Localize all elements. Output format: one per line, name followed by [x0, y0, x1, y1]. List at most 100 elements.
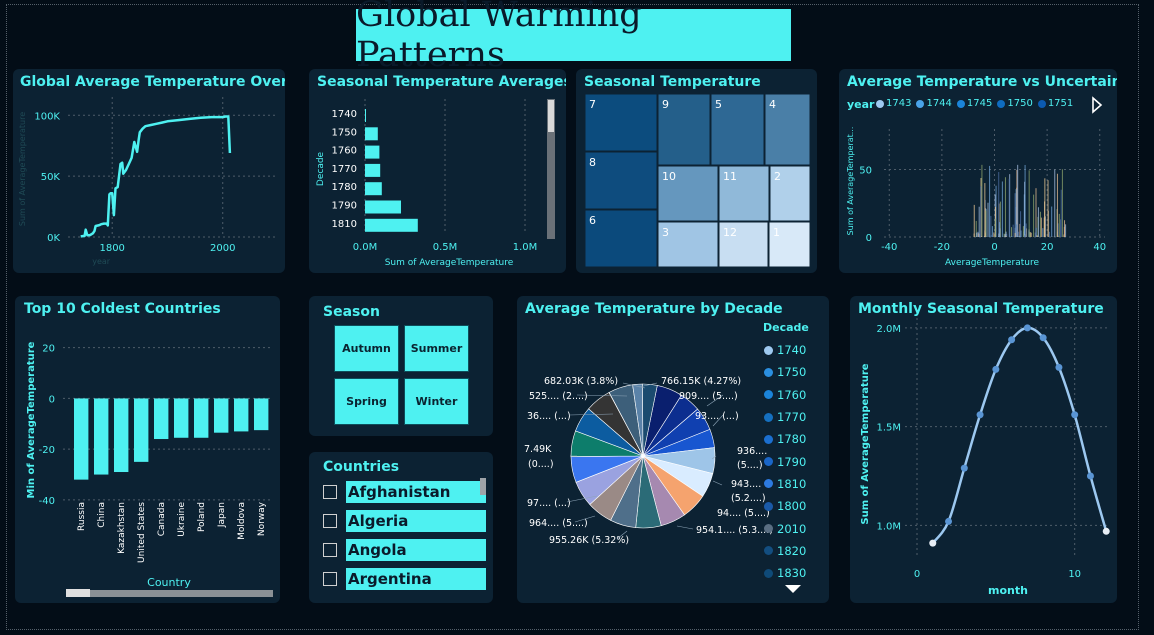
country-item-algeria[interactable]: Algeria	[323, 509, 486, 533]
legend-dot-icon	[764, 546, 773, 556]
legend-dot-icon	[764, 367, 773, 377]
scatter-legend-label: 1745	[966, 98, 993, 109]
legend-dot-icon	[764, 479, 773, 489]
pie-data-label: 97.... (...)	[527, 498, 571, 509]
panel-scatter[interactable]: Average Temperature vs Uncertainty year …	[839, 69, 1117, 273]
scatter-legend-label: 1743	[886, 98, 912, 109]
x-tick-label: China	[97, 502, 107, 528]
scatter-legend-item[interactable]: 1744	[916, 98, 952, 109]
country-checkbox[interactable]	[323, 485, 337, 499]
pie-legend-label: 1820	[777, 543, 807, 558]
pie-legend-item[interactable]: 1780	[764, 428, 806, 450]
data-point	[1039, 334, 1047, 342]
pie-legend-label: 1830	[777, 566, 807, 581]
bar	[94, 398, 109, 475]
country-label: Algeria	[346, 510, 486, 532]
scatter-legend-item[interactable]: 1745	[956, 98, 993, 109]
scatter-legend-label: 1744	[926, 98, 952, 109]
scatter-legend-item[interactable]: 1750	[997, 98, 1033, 109]
country-item-angola[interactable]: Angola	[323, 538, 486, 562]
legend-dot-icon	[764, 457, 773, 467]
scrollbar-thumb[interactable]	[548, 100, 554, 132]
countries-scrollbar-thumb[interactable]	[480, 478, 486, 495]
x-tick-label: 1.0M	[513, 242, 538, 253]
treemap-cell	[657, 165, 719, 222]
season-button-autumn[interactable]: Autumn	[334, 325, 399, 372]
y-tick-label: 1750	[332, 127, 357, 138]
season-button-winter[interactable]: Winter	[404, 378, 469, 425]
x-tick-label: -40	[881, 242, 897, 253]
scatter-legend-item[interactable]: 1751	[1037, 98, 1073, 109]
pie-legend-item[interactable]: 1740	[764, 339, 806, 361]
pie-legend-item[interactable]: 1760	[764, 384, 806, 406]
data-point	[976, 411, 984, 419]
pie-legend-item[interactable]: 1820	[764, 540, 806, 562]
bar	[365, 182, 382, 196]
panel-seasonal-avg[interactable]: Seasonal Temperature Averages 0.0M 0.5M 1.…	[309, 69, 566, 273]
pie-leader-line	[566, 495, 598, 503]
x-tick-label: Kazakhstan	[117, 502, 127, 554]
pie-data-label: 94.... (5....)	[717, 508, 770, 519]
x-tick-label: -20	[934, 242, 950, 253]
pie-leader-line	[622, 382, 646, 389]
legend-dot-icon	[764, 434, 773, 444]
seasonal-avg-chart: 0.0M 0.5M 1.0M 1740 1750 1760 1770 1780 1790 1810…	[316, 99, 538, 268]
pie-legend-label: 1790	[777, 454, 807, 469]
panel-title-monthly: Monthly Seasonal Temperature	[858, 301, 1104, 317]
treemap-cell-label: 4	[769, 98, 776, 111]
pie-legend-item[interactable]: 2010	[764, 517, 806, 539]
horizontal-scrollbar[interactable]	[66, 590, 273, 597]
season-button-summer[interactable]: Summer	[404, 325, 469, 372]
y-tick-label: 1760	[332, 146, 357, 157]
treemap-cell-label: 10	[662, 170, 676, 183]
country-item-afghanistan[interactable]: Afghanistan	[323, 480, 486, 504]
scatter-legend-item[interactable]: 1743	[876, 98, 911, 109]
pie-leader-line	[574, 515, 596, 523]
pie-legend-item[interactable]: 1750	[764, 361, 806, 383]
data-point	[1023, 324, 1031, 332]
treemap-cell-label: 2	[774, 170, 781, 183]
dashboard-title: Global Warming Patterns	[356, 0, 642, 75]
treemap-cell	[764, 93, 811, 166]
pie-legend-item[interactable]: 1770	[764, 406, 806, 428]
legend-next-icon[interactable]	[1092, 96, 1103, 114]
data-point	[1086, 472, 1094, 480]
panel-pie[interactable]: Average Temperature by Decade 682.03K (3…	[517, 296, 829, 603]
x-tick-label: Poland	[197, 502, 207, 532]
pie-legend-item[interactable]: 1830	[764, 562, 806, 584]
legend-dot-icon	[997, 99, 1006, 108]
panel-coldest[interactable]: Top 10 Coldest Countries -40 -20 0 20 Russia…	[15, 296, 280, 603]
country-item-argentina[interactable]: Argentina	[323, 567, 486, 591]
legend-dot-icon	[876, 99, 884, 108]
x-tick-label: 0.0M	[353, 242, 378, 253]
country-checkbox[interactable]	[323, 514, 337, 528]
pie-data-label: (0....)	[528, 459, 554, 470]
panel-line-time[interactable]: Global Average Temperature Over Time 0K 5…	[13, 69, 285, 273]
horizontal-scrollbar-thumb[interactable]	[66, 589, 90, 597]
pie-legend-item[interactable]: 1800	[764, 495, 806, 517]
series-line	[931, 326, 1108, 544]
scatter-legend-title: year	[847, 98, 875, 111]
season-button-spring[interactable]: Spring	[334, 378, 399, 425]
x-tick-label: 0.5M	[433, 242, 458, 253]
x-tick-label: 1800	[99, 243, 124, 254]
legend-dot-icon	[956, 99, 965, 108]
pie-legend-title: Decade	[763, 321, 809, 334]
panel-title-scatter: Average Temperature vs Uncertainty	[847, 74, 1117, 90]
monthly-chart: 1.0M 1.5M 2.0M 0 10 month Sum of AverageTemper…	[860, 318, 1110, 597]
pie-leader-line	[568, 413, 614, 416]
panel-monthly[interactable]: Monthly Seasonal Temperature 1.0M 1.5M 2.0…	[850, 296, 1117, 603]
country-checkbox[interactable]	[323, 572, 337, 586]
scatter-chart: 0 50 -40 -20 0 20 40 AverageTemperature Sum of A…	[846, 96, 1106, 268]
x-tick-label: Japan	[217, 502, 227, 528]
pie-legend-item[interactable]: 1790	[764, 450, 806, 472]
pie-legend-item[interactable]: 1810	[764, 473, 806, 495]
x-tick-label: Moldova	[237, 502, 247, 540]
treemap-cell-label: 12	[723, 226, 737, 239]
legend-scroll-down-icon[interactable]	[785, 585, 801, 593]
country-checkbox[interactable]	[323, 543, 337, 557]
treemap-chart: 7 9 5 4 8 10 11 2 6 3 12 1	[584, 93, 811, 268]
y-tick-label: -40	[39, 496, 55, 507]
scrollbar-track[interactable]	[547, 99, 555, 239]
panel-treemap[interactable]: Seasonal Temperature 7 9 5 4 8 10 11 2 6 3 12 1	[576, 69, 817, 273]
